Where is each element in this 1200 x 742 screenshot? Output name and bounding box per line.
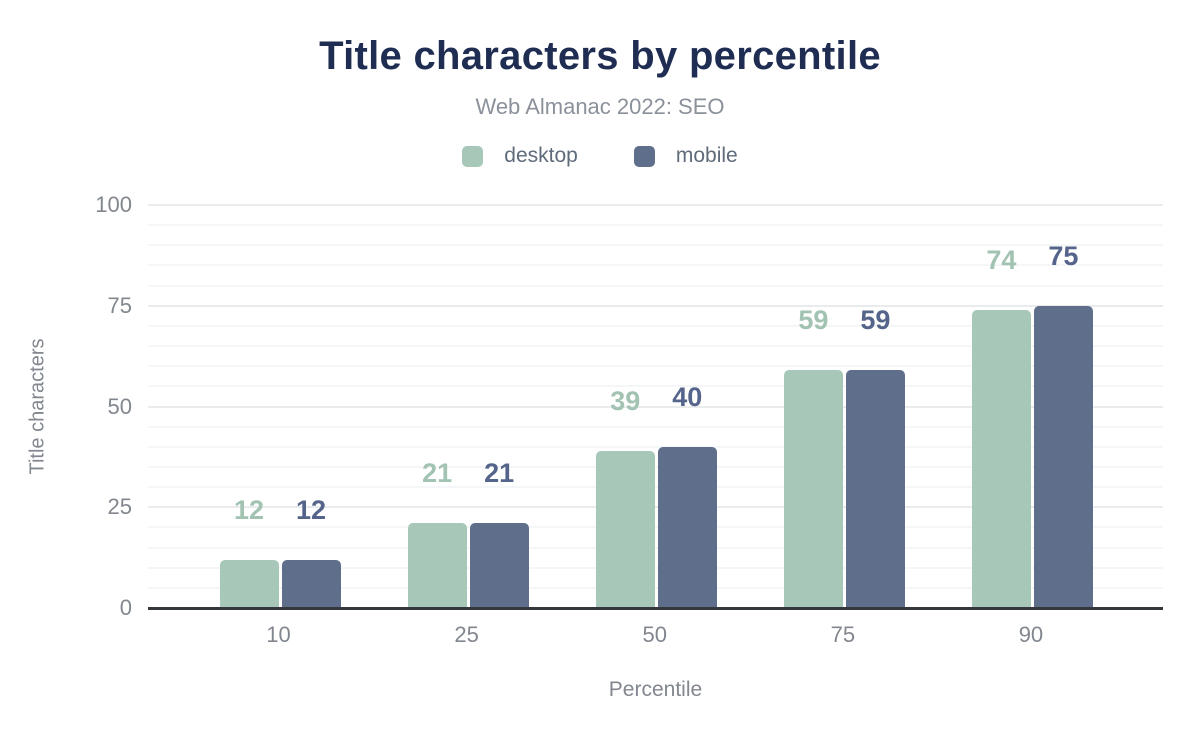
- x-tick-label: 10: [266, 622, 291, 647]
- minor-gridline: [148, 546, 1163, 549]
- mobile-bar: [281, 559, 341, 608]
- desktop-value-label: 21: [422, 458, 453, 489]
- desktop-bar: [595, 450, 655, 608]
- desktop-bar: [407, 523, 467, 608]
- mobile-bar: [1033, 305, 1093, 608]
- desktop-value-label: 39: [610, 385, 641, 416]
- minor-gridline: [148, 425, 1163, 428]
- legend-item-mobile: mobile: [633, 144, 738, 168]
- minor-gridline: [148, 264, 1163, 267]
- mobile-bar: [469, 523, 529, 608]
- minor-gridline: [148, 586, 1163, 589]
- x-tick-label: 90: [1018, 622, 1044, 647]
- minor-gridline: [148, 385, 1163, 388]
- desktop-value-label: 74: [986, 244, 1017, 275]
- minor-gridline: [148, 445, 1163, 448]
- mobile-value-label: 59: [860, 305, 891, 336]
- desktop-bar: [783, 370, 843, 608]
- mobile-value-label: 75: [1048, 240, 1079, 271]
- mobile-bar: [845, 370, 905, 608]
- mobile-value-label: 40: [672, 381, 703, 412]
- chart-subtitle: Web Almanac 2022: SEO: [475, 94, 725, 119]
- minor-gridline: [148, 365, 1163, 368]
- major-gridline: [148, 304, 1163, 307]
- mobile-bar: [657, 446, 717, 608]
- legend-label-desktop: desktop: [504, 144, 578, 167]
- legend: desktop mobile: [0, 144, 1200, 168]
- y-tick-label: 25: [107, 494, 132, 520]
- chart-title: Title characters by percentile: [319, 34, 881, 78]
- desktop-bar: [971, 309, 1031, 608]
- x-axis-line: [148, 607, 1163, 610]
- legend-label-mobile: mobile: [675, 144, 738, 167]
- y-tick-label: 75: [107, 292, 132, 318]
- y-tick-label: 50: [107, 393, 132, 419]
- x-tick-label: 75: [830, 622, 856, 647]
- y-tick-label: 100: [95, 192, 132, 217]
- minor-gridline: [148, 244, 1163, 247]
- legend-item-desktop: desktop: [462, 144, 578, 168]
- x-axis-title: Percentile: [608, 678, 703, 701]
- mobile-value-label: 12: [296, 494, 327, 525]
- x-tick-label: 25: [454, 622, 479, 647]
- minor-gridline: [148, 324, 1163, 327]
- minor-gridline: [148, 526, 1163, 529]
- desktop-bar: [219, 559, 279, 608]
- y-tick-label: 0: [119, 595, 132, 620]
- major-gridline: [148, 405, 1163, 408]
- minor-gridline: [148, 224, 1163, 227]
- minor-gridline: [148, 486, 1163, 489]
- major-gridline: [148, 204, 1163, 206]
- minor-gridline: [148, 465, 1163, 468]
- mobile-value-label: 21: [484, 458, 515, 489]
- desktop-series-swatch: [462, 145, 484, 167]
- desktop-value-label: 12: [234, 494, 265, 525]
- major-gridline: [148, 506, 1163, 509]
- x-tick-label: 50: [642, 622, 667, 647]
- minor-gridline: [148, 345, 1163, 348]
- mobile-series-swatch: [633, 145, 655, 167]
- minor-gridline: [148, 566, 1163, 569]
- desktop-value-label: 59: [798, 305, 829, 336]
- minor-gridline: [148, 284, 1163, 287]
